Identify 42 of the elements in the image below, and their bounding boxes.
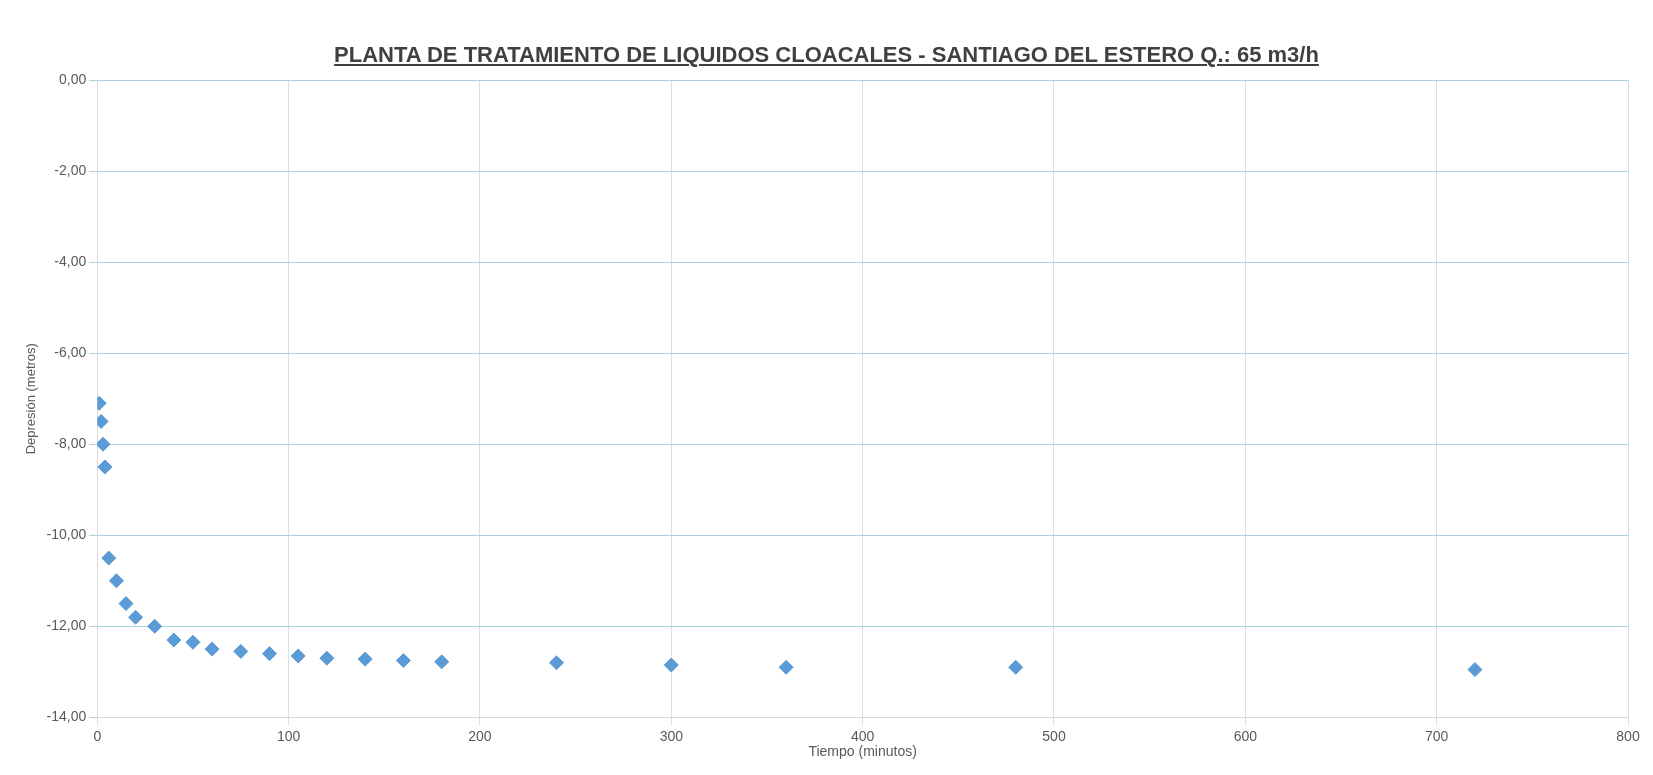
point <box>108 573 124 589</box>
point <box>233 643 249 659</box>
y-tick-label: -6,00 <box>54 344 87 361</box>
x-tick-label: 700 <box>1424 727 1449 744</box>
point <box>97 436 111 452</box>
point <box>1008 659 1024 675</box>
point <box>290 648 306 664</box>
point <box>663 657 679 673</box>
point <box>185 634 201 650</box>
y-tick-label: -12,00 <box>46 617 87 634</box>
y-axis-title: Depresión (metros) <box>23 343 39 455</box>
point <box>97 459 113 475</box>
point <box>166 632 182 648</box>
point <box>395 652 411 668</box>
chart-title: PLANTA DE TRATAMIENTO DE LIQUIDOS CLOACALES - SANTIAGO DEL ESTERO Q.: 65 m3/h <box>333 42 1320 68</box>
point <box>128 609 144 625</box>
x-tick-label: 0 <box>93 727 102 744</box>
point <box>262 646 277 662</box>
x-tick-label: 300 <box>659 727 684 744</box>
point <box>101 550 117 566</box>
y-tick-label: -4,00 <box>54 252 87 269</box>
x-tick-label: 200 <box>468 727 492 744</box>
point <box>1467 662 1483 678</box>
y-tick-label: -14,00 <box>46 708 87 725</box>
point <box>778 659 794 675</box>
x-axis-title: Tiempo (minutos) <box>808 743 917 760</box>
x-tick-label: 400 <box>850 727 875 744</box>
point <box>434 654 450 670</box>
point <box>549 655 565 671</box>
x-tick-label: 800 <box>1616 727 1640 744</box>
y-tick-label: 0,00 <box>59 70 87 87</box>
point <box>147 618 163 634</box>
y-tick-label: -8,00 <box>54 435 87 452</box>
y-tick-label: -10,00 <box>46 526 87 543</box>
x-tick-label: 100 <box>276 727 301 744</box>
point <box>357 651 373 667</box>
point <box>319 650 335 666</box>
x-tick-label: 500 <box>1042 727 1066 744</box>
y-tick-label: -2,00 <box>54 161 87 178</box>
point <box>204 641 220 657</box>
point <box>118 596 134 612</box>
x-tick-label: 600 <box>1233 727 1258 744</box>
